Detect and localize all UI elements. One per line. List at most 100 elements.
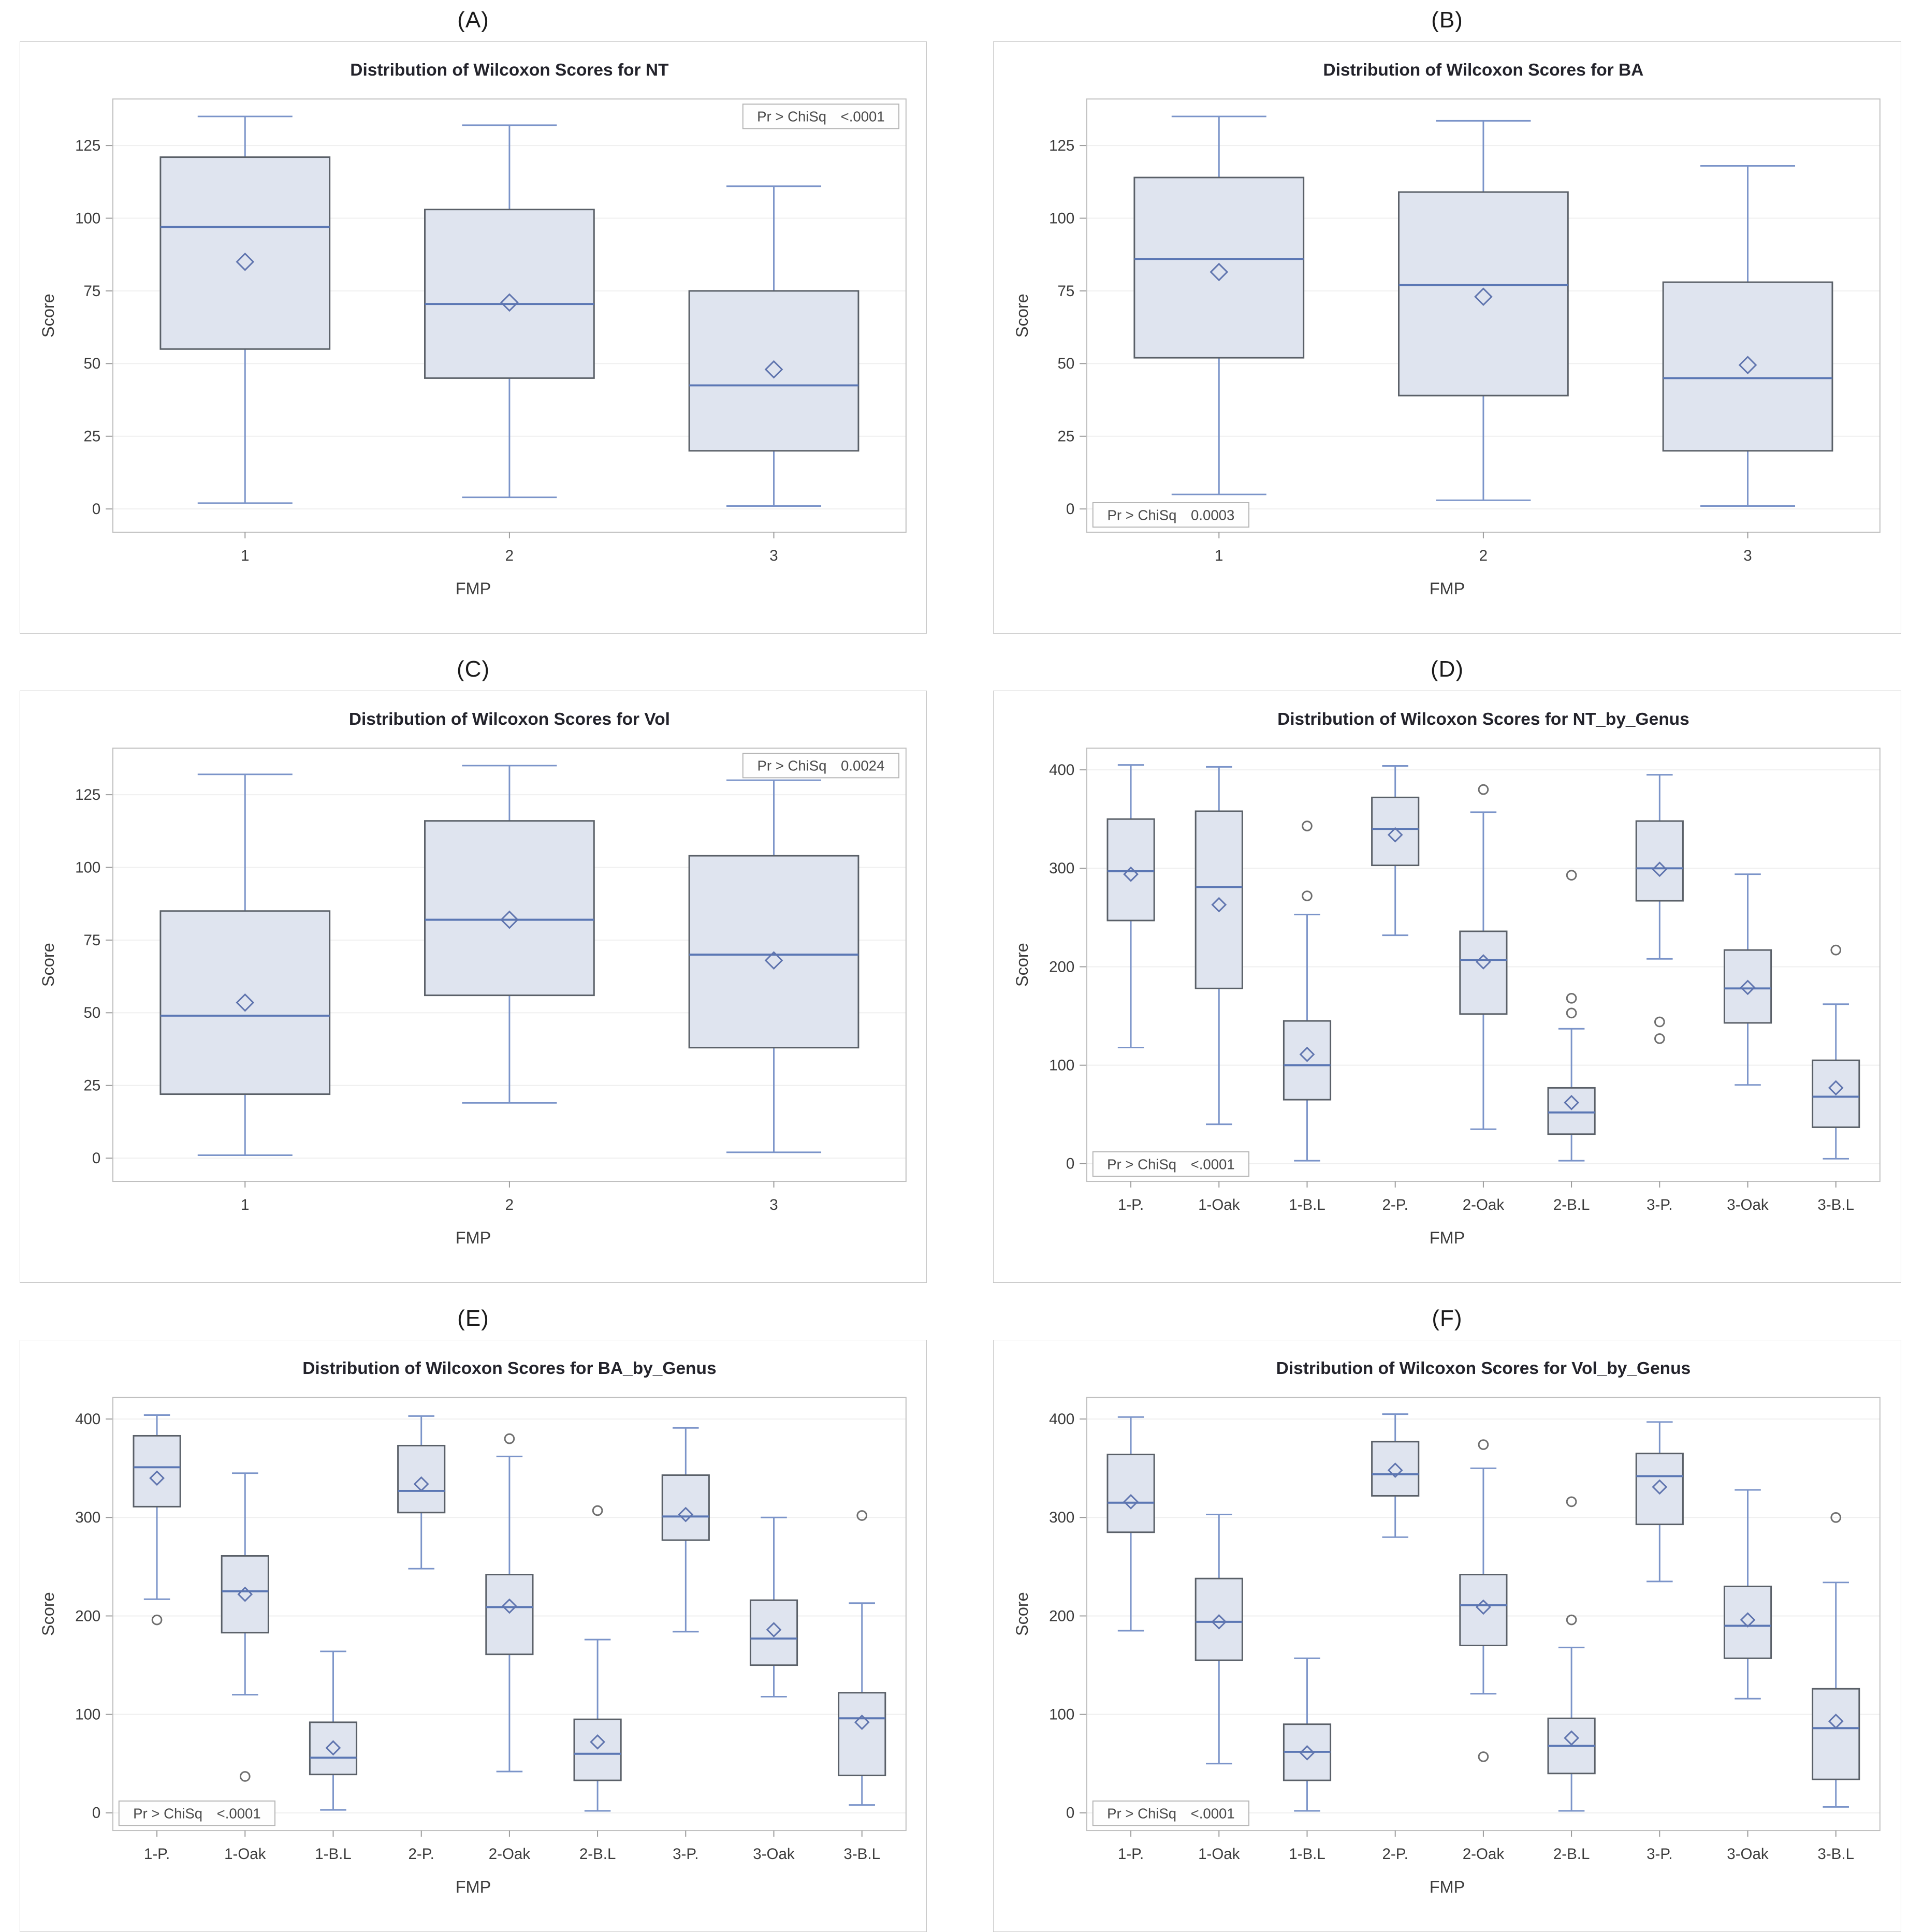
panel-e-tag: (E)	[457, 1306, 489, 1331]
y-tick-label: 25	[83, 428, 100, 445]
outlier-point	[239, 1771, 251, 1782]
box-1-B.L	[1283, 821, 1332, 1162]
x-tick-label: 3-B.L	[1817, 1846, 1854, 1863]
x-tick-label: 1	[241, 1196, 249, 1213]
y-axis-title: Score	[39, 943, 57, 987]
outlier-point	[1566, 870, 1577, 881]
x-tick-label: 3-B.L	[1817, 1196, 1854, 1213]
mean-diamond	[236, 252, 255, 271]
outlier-point	[504, 1433, 515, 1444]
x-tick-label: 3	[769, 1196, 778, 1213]
y-tick-label: 125	[1049, 137, 1074, 154]
panel-a: (A) 0 25 50 75 100 125 1 2 3 FMP Score Distribution…	[20, 2, 927, 634]
box-3-Oak	[1723, 1489, 1772, 1700]
boxes	[133, 1414, 886, 1812]
y-tick-label: 25	[1057, 428, 1074, 445]
x-tick-label: 2-Oak	[1463, 1196, 1505, 1213]
mean-diamond	[1738, 356, 1757, 374]
boxplot-svg: 0 100 200 300 400 1-P. 1-Oak 1-B.L 2-P. 2-Oak 2-B.…	[1013, 710, 1881, 1247]
box-2	[424, 124, 595, 499]
y-tick-label: 0	[1066, 501, 1074, 518]
box-3-Oak	[749, 1516, 798, 1697]
boxplot-svg: 0 100 200 300 400 1-P. 1-Oak 1-B.L 2-P. 2-Oak 2-B.…	[1013, 1359, 1881, 1896]
outlier-point	[1566, 1496, 1577, 1507]
mean-diamond	[764, 951, 783, 970]
figure-grid: (A) 0 25 50 75 100 125 1 2 3 FMP Score Distribution…	[20, 2, 1903, 1932]
mean-diamond	[678, 1506, 694, 1523]
x-tick-label: 1	[1215, 547, 1223, 564]
x-axis-title: FMP	[456, 579, 491, 598]
y-tick-label: 300	[1049, 860, 1074, 877]
box-1	[1133, 115, 1305, 495]
y-tick-label: 0	[1066, 1805, 1074, 1822]
chart-title: Distribution of Wilcoxon Scores for Vol_…	[1276, 1359, 1691, 1378]
x-tick-label: 3-P.	[1647, 1846, 1672, 1863]
y-tick-label: 125	[75, 137, 100, 154]
box-1	[159, 115, 331, 504]
x-tick-label: 1-P.	[144, 1846, 170, 1863]
mean-diamond	[1211, 1614, 1227, 1630]
y-tick-label: 0	[1066, 1155, 1074, 1173]
chart-title: Distribution of Wilcoxon Scores for NT_b…	[1277, 710, 1689, 729]
axes: 0 25 50 75 100 125 1 2 3 FMP Score	[39, 748, 907, 1247]
y-tick-label: 300	[1049, 1509, 1074, 1526]
stat-box: Pr > ChiSq <.0001	[118, 1800, 276, 1826]
x-tick-label: 3-P.	[1647, 1196, 1672, 1213]
box-2	[1398, 120, 1569, 501]
outlier-point	[1830, 944, 1842, 956]
mean-diamond	[1299, 1046, 1315, 1062]
panel-d-tag: (D)	[1430, 656, 1464, 682]
panel-d-chart: 0 100 200 300 400 1-P. 1-Oak 1-B.L 2-P. 2-Oak 2-B.…	[993, 691, 1901, 1283]
boxes	[1106, 1413, 1860, 1812]
outlier-point	[1654, 1016, 1665, 1028]
x-tick-label: 1	[241, 547, 249, 564]
y-axis-title: Score	[1013, 294, 1031, 338]
outlier-point	[856, 1510, 868, 1521]
y-tick-label: 200	[75, 1607, 100, 1624]
boxplot-svg: 0 25 50 75 100 125 1 2 3 FMP Score Distribution of …	[39, 710, 907, 1247]
x-tick-label: 3-Oak	[1727, 1846, 1769, 1863]
panel-a-chart: 0 25 50 75 100 125 1 2 3 FMP Score Distribution of …	[20, 41, 927, 634]
y-tick-label: 50	[83, 1004, 100, 1021]
boxes	[159, 115, 859, 507]
box-2-P.	[397, 1415, 446, 1570]
x-axis-title: FMP	[456, 1228, 491, 1247]
box-1-Oak	[1194, 766, 1243, 1125]
box-2-P.	[1371, 765, 1420, 936]
x-tick-label: 2-Oak	[1463, 1846, 1505, 1863]
x-tick-label: 2	[1479, 547, 1488, 564]
mean-diamond	[325, 1740, 341, 1756]
mean-diamond	[1652, 1479, 1668, 1495]
box-3-P.	[661, 1427, 710, 1633]
y-tick-label: 100	[75, 1706, 100, 1723]
panel-c: (C) 0 25 50 75 100 125 1 2 3 FMP Score Distribution…	[20, 651, 927, 1283]
stat-box: Pr > ChiSq <.0001	[742, 104, 900, 129]
y-tick-label: 75	[83, 283, 100, 300]
outlier-point	[1302, 890, 1313, 901]
axes: 0 100 200 300 400 1-P. 1-Oak 1-B.L 2-P. 2-Oak 2-B.…	[1013, 1397, 1881, 1896]
y-tick-label: 200	[1049, 1607, 1074, 1624]
mean-diamond	[500, 910, 519, 929]
stat-text: Pr > ChiSq 0.0024	[757, 758, 885, 774]
x-tick-label: 2	[505, 547, 514, 564]
x-tick-label: 2-P.	[1382, 1196, 1408, 1213]
outlier-point	[1302, 821, 1313, 831]
mean-diamond	[502, 1598, 517, 1614]
mean-diamond	[854, 1714, 870, 1730]
chart-title: Distribution of Wilcoxon Scores for NT	[350, 61, 669, 80]
outlier-point	[1830, 1512, 1842, 1523]
x-tick-label: 3-Oak	[753, 1846, 795, 1863]
y-tick-label: 400	[1049, 1411, 1074, 1428]
y-axis-title: Score	[39, 1592, 57, 1636]
box-3-P.	[1635, 774, 1684, 1044]
y-tick-label: 200	[1049, 958, 1074, 975]
stat-text: Pr > ChiSq <.0001	[133, 1805, 261, 1821]
axes: 0 25 50 75 100 125 1 2 3 FMP Score	[39, 98, 907, 598]
y-tick-label: 100	[75, 210, 100, 227]
stat-box: Pr > ChiSq 0.0024	[742, 753, 900, 779]
panel-e: (E) 0 100 200 300 400 1-P. 1-Oak 1-B.L 2-P. 2-Oak…	[20, 1300, 927, 1932]
box-1	[159, 773, 331, 1157]
box-2-B.L	[1547, 870, 1596, 1162]
mean-diamond	[1476, 1599, 1491, 1615]
boxes	[159, 765, 859, 1157]
